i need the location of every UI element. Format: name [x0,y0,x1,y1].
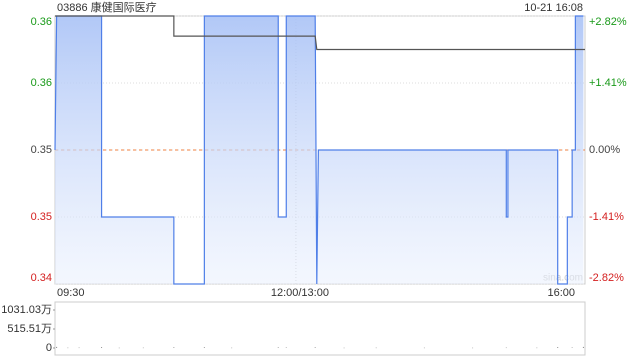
y-tick-label: 0.36 [31,16,52,28]
y2-tick-label: 0.00% [589,144,620,156]
volume-bar [314,347,316,348]
chart-title: 03886 康健国际医疗 [57,0,157,14]
volume-frame [54,301,586,356]
volume-bar [505,347,507,349]
average-line [55,15,585,51]
volume-bar [472,347,474,349]
volume-bar [557,347,559,348]
volume-bar [277,347,279,348]
volume-bar [203,347,205,348]
volume-bar [571,347,573,348]
volume-tick-label: 1031.03万 [1,304,52,316]
volume-bar [582,346,584,348]
volume-bar [231,347,233,349]
watermark: sina.com [543,273,583,284]
volume-bar [173,347,175,348]
price-line [54,15,584,285]
volume-bar [536,347,538,349]
y-tick-label: 0.34 [31,272,52,284]
y2-tick-label: -1.41% [589,211,624,223]
x-tick-label: 09:30 [57,287,85,299]
x-tick-label: 12:00/13:00 [271,287,329,299]
y2-tick-label: +1.41% [589,77,627,89]
volume-bar [56,346,58,348]
volume-bar [101,347,103,348]
volume-bar [343,347,345,349]
date-time: 10-21 16:08 [524,2,583,14]
volume-bar [67,347,69,349]
y-tick-label: 0.35 [31,144,52,156]
x-tick-label: 16:00 [547,287,575,299]
volume-bar [142,347,144,349]
volume-tick-label: 0 [46,342,52,354]
volume-tick-label: 515.51万 [7,323,52,335]
volume-bar [285,347,287,348]
y-tick-label: 0.36 [31,77,52,89]
volume-bar [423,347,425,349]
y-tick-label: 0.35 [31,211,52,223]
volume-bar [375,347,377,349]
y2-tick-label: +2.82% [589,16,627,28]
y2-tick-label: -2.82% [589,272,624,284]
volume-bar [78,347,80,349]
volume-bar [118,347,120,349]
